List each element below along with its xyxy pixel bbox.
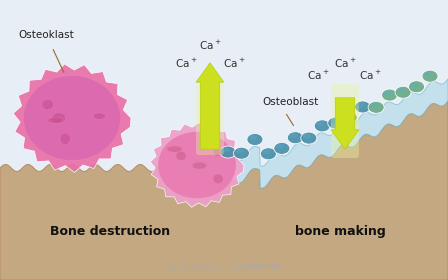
Ellipse shape [249,135,257,140]
Ellipse shape [424,72,432,77]
Ellipse shape [341,111,357,123]
Polygon shape [225,79,448,188]
FancyArrowPatch shape [331,98,359,149]
Ellipse shape [289,133,297,138]
Ellipse shape [93,113,105,119]
FancyBboxPatch shape [196,84,224,155]
Ellipse shape [370,103,378,108]
Polygon shape [13,64,131,172]
Text: shutterstock.com · 2335208481: shutterstock.com · 2335208481 [168,264,280,270]
Ellipse shape [314,120,330,132]
Text: Ca$^+$: Ca$^+$ [334,57,356,70]
Text: Ca$^+$: Ca$^+$ [199,39,221,52]
Ellipse shape [330,118,338,123]
Text: Osteoblast: Osteoblast [262,97,318,107]
Ellipse shape [42,99,53,110]
Ellipse shape [190,136,220,164]
Ellipse shape [343,113,351,118]
Ellipse shape [213,174,223,184]
Ellipse shape [220,146,236,158]
Ellipse shape [24,76,120,160]
Ellipse shape [222,148,230,153]
Ellipse shape [158,132,236,198]
Text: Ca$^+$: Ca$^+$ [307,69,329,82]
Ellipse shape [214,147,221,156]
Ellipse shape [382,89,398,101]
Ellipse shape [410,82,418,87]
Ellipse shape [48,117,63,123]
Ellipse shape [328,117,344,129]
Ellipse shape [247,134,263,146]
Polygon shape [150,123,244,207]
Ellipse shape [233,147,250,159]
Text: bone making: bone making [295,225,385,238]
Ellipse shape [263,149,271,154]
Ellipse shape [355,101,370,113]
Ellipse shape [395,86,411,98]
Text: Ca$^+$: Ca$^+$ [175,57,197,70]
Text: Ca$^+$: Ca$^+$ [223,57,245,70]
Ellipse shape [176,151,186,160]
Ellipse shape [368,101,384,113]
FancyArrowPatch shape [196,63,224,149]
Ellipse shape [276,144,284,149]
Ellipse shape [236,149,243,154]
Ellipse shape [287,132,303,144]
Ellipse shape [167,146,182,152]
Polygon shape [0,101,448,280]
Ellipse shape [192,162,207,169]
Text: Osteoklast: Osteoklast [18,30,74,40]
Ellipse shape [383,90,392,95]
Text: Bone destruction: Bone destruction [50,225,170,238]
Ellipse shape [409,81,425,93]
Text: Ca$^+$: Ca$^+$ [359,69,381,82]
Ellipse shape [60,133,70,144]
Ellipse shape [357,102,365,108]
Ellipse shape [316,121,324,126]
FancyBboxPatch shape [331,84,359,158]
Ellipse shape [397,88,405,93]
Ellipse shape [52,113,65,123]
Ellipse shape [303,134,311,139]
Ellipse shape [260,148,276,160]
Ellipse shape [422,70,438,82]
Ellipse shape [301,132,317,144]
Ellipse shape [274,142,290,154]
